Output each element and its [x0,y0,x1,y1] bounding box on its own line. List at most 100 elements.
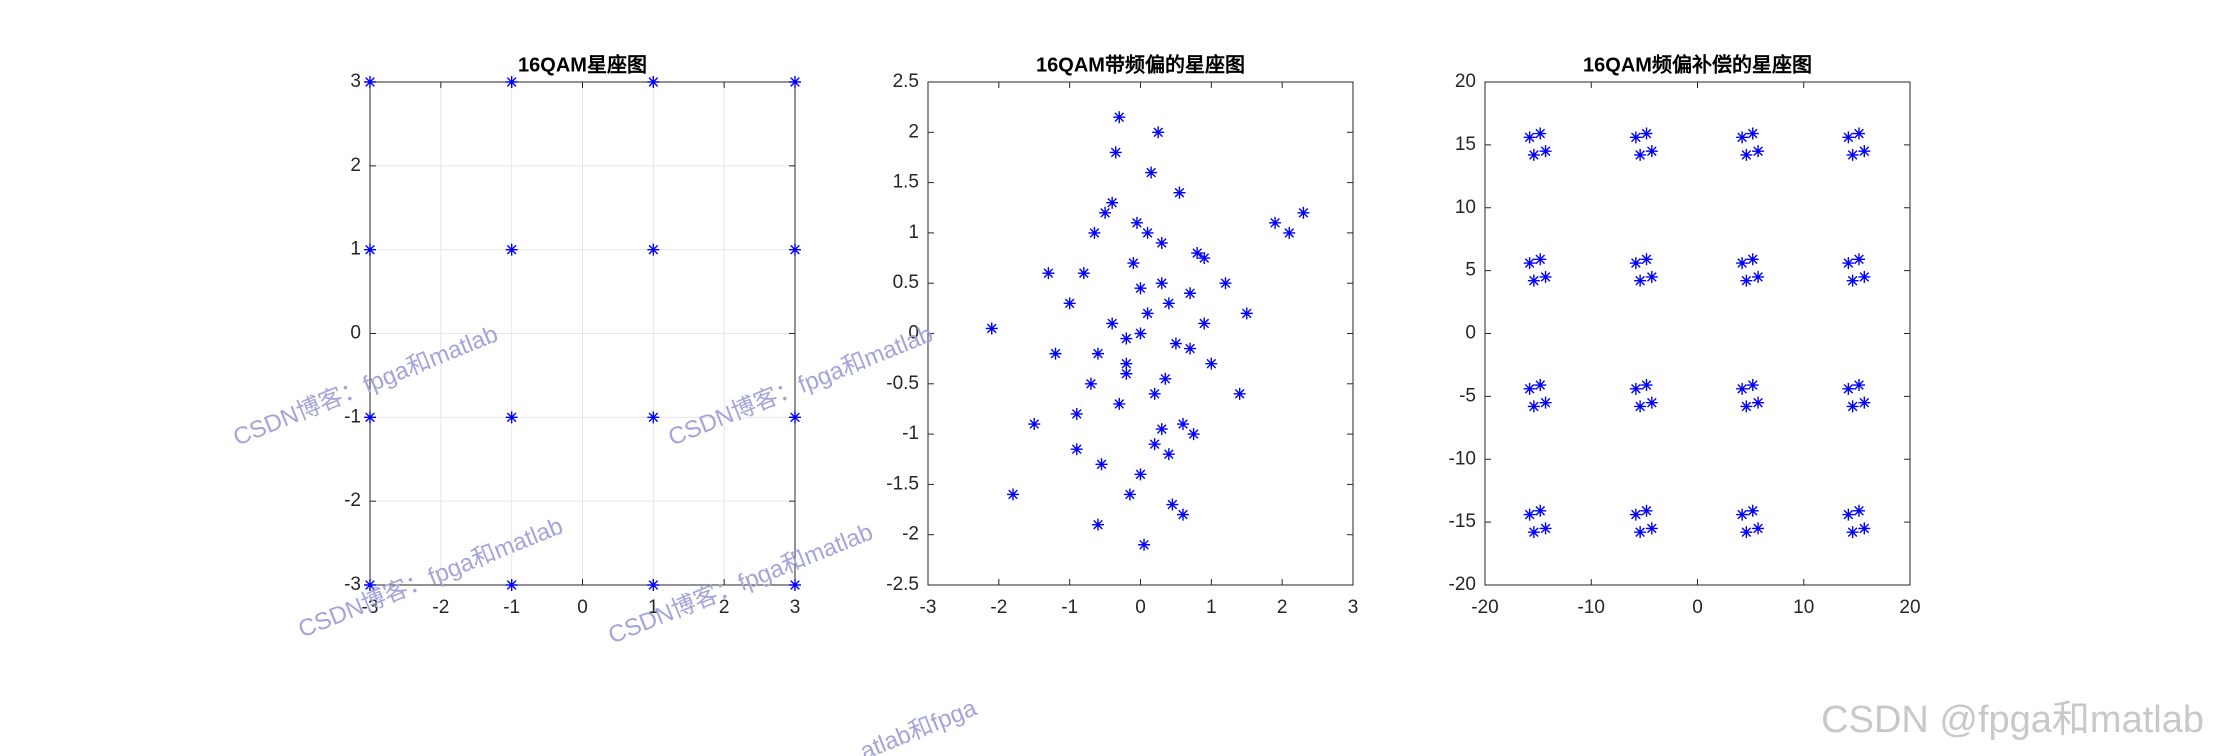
point [789,243,801,256]
point [1634,400,1647,413]
y-tick-label: 0 [908,323,919,344]
point [1858,145,1871,158]
point [1049,347,1062,360]
point [1123,488,1136,501]
point [1523,131,1536,144]
point [1109,146,1122,159]
point [1736,382,1749,395]
point [1645,522,1658,535]
point [1645,145,1658,158]
axes-box [1484,81,1911,586]
y-tick-label: 2 [908,121,919,142]
y-tick-label: -1 [902,423,919,444]
point [1141,307,1154,320]
y-tick-label: 0 [1465,323,1476,344]
point [1853,379,1865,392]
y-tick-label: 2 [350,155,361,176]
point [1629,131,1642,144]
point [1120,332,1133,345]
point [1640,504,1653,517]
point [1846,400,1859,413]
point [1842,131,1855,144]
point [505,243,518,256]
y-tick-label: 0 [350,323,361,344]
point [647,411,660,424]
point [1177,508,1189,521]
point [1063,297,1076,310]
point [1534,379,1547,392]
point [1106,196,1119,209]
axes-box [927,81,1354,586]
point [1645,396,1658,409]
y-tick-label: 20 [1455,71,1476,92]
point [1629,257,1642,270]
point [1070,443,1083,456]
y-tick-label: 1 [908,222,919,243]
point [789,76,801,88]
point [1634,526,1647,539]
point [1523,508,1536,521]
point [1148,387,1161,400]
point [789,411,801,424]
point [1634,274,1647,287]
y-tick-label: -20 [1449,574,1476,595]
point [1740,148,1753,161]
point [1534,127,1547,140]
point [1184,342,1197,355]
point [1134,327,1147,340]
point [1070,407,1083,420]
axes-box [369,81,796,586]
y-tick-label: 0.5 [893,272,919,293]
point [1141,226,1154,239]
x-tick-label: -10 [1578,597,1605,618]
y-tick-label: 1.5 [893,172,919,193]
point [1645,270,1658,283]
point [1527,526,1540,539]
point [1858,270,1871,283]
point [1297,206,1310,219]
point [1077,267,1090,280]
point [364,411,376,424]
y-tick-label: -15 [1449,511,1476,532]
point [364,243,376,256]
x-tick-label: 2 [1277,597,1288,618]
point [364,76,376,88]
y-tick-label: 2.5 [893,71,919,92]
point [1166,498,1179,511]
x-tick-label: -3 [362,597,379,618]
point [1846,526,1859,539]
y-tick-label: -1 [344,406,361,427]
point [789,579,801,591]
point [1173,186,1186,199]
point [1099,206,1112,219]
point [1113,397,1126,410]
point [1127,257,1140,270]
plot-area [1485,82,1910,585]
point [647,243,660,256]
point [1191,247,1204,260]
point [1130,216,1143,229]
point [505,76,518,88]
point [1746,253,1759,266]
point [1106,317,1119,330]
x-tick-label: -2 [432,597,449,618]
point [1148,438,1161,451]
point [1640,127,1653,140]
point [1752,145,1765,158]
point [1527,148,1540,161]
point [1527,400,1540,413]
footer-watermark: CSDN @fpga和matlab [1821,699,2204,741]
point [1187,428,1200,441]
point [505,579,518,591]
point [1527,274,1540,287]
x-tick-label: 3 [790,597,801,618]
x-tick-label: -1 [503,597,520,618]
point [1007,488,1019,501]
x-tick-label: 3 [1348,597,1359,618]
point [1198,252,1211,265]
point [1539,522,1552,535]
point [1219,277,1232,290]
point [1162,297,1175,310]
y-tick-label: -10 [1449,448,1476,469]
point [1184,287,1197,300]
